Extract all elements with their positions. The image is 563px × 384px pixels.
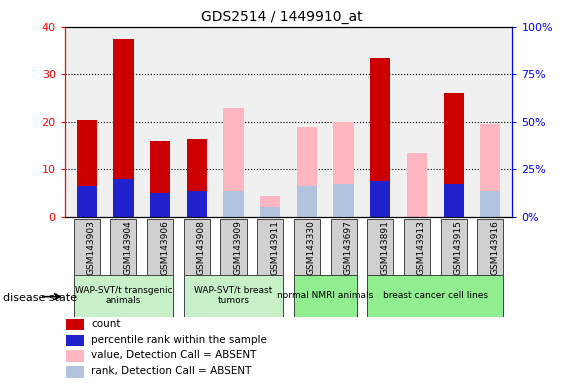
Bar [260, 207, 280, 217]
Text: GSM143697: GSM143697 [343, 220, 352, 275]
FancyBboxPatch shape [367, 275, 503, 317]
Bar [66, 334, 83, 346]
Bar [224, 191, 244, 217]
Bar [297, 127, 317, 217]
Bar [187, 139, 207, 217]
Bar [444, 184, 464, 217]
Text: GSM143916: GSM143916 [490, 220, 499, 275]
Bar [113, 39, 133, 217]
Text: GSM143904: GSM143904 [123, 220, 132, 275]
Text: percentile rank within the sample: percentile rank within the sample [91, 334, 267, 344]
Text: GSM143915: GSM143915 [454, 220, 463, 275]
Bar [150, 141, 170, 217]
FancyBboxPatch shape [74, 275, 173, 317]
FancyBboxPatch shape [367, 219, 394, 275]
Text: disease state: disease state [3, 293, 77, 303]
Bar [66, 319, 83, 330]
FancyBboxPatch shape [221, 219, 247, 275]
Bar [480, 191, 501, 217]
Text: GSM143330: GSM143330 [307, 220, 316, 275]
Text: GSM143911: GSM143911 [270, 220, 279, 275]
Text: GSM143913: GSM143913 [417, 220, 426, 275]
Bar [444, 93, 464, 217]
Bar [77, 119, 97, 217]
FancyBboxPatch shape [184, 275, 283, 317]
FancyBboxPatch shape [147, 219, 173, 275]
Text: normal NMRI animals: normal NMRI animals [277, 291, 373, 300]
Bar [66, 366, 83, 377]
FancyBboxPatch shape [294, 275, 356, 317]
Bar [224, 108, 244, 217]
Text: GSM143908: GSM143908 [197, 220, 206, 275]
Text: breast cancer cell lines: breast cancer cell lines [383, 291, 488, 300]
Text: WAP-SVT/t breast
tumors: WAP-SVT/t breast tumors [194, 286, 272, 305]
Text: GSM143903: GSM143903 [87, 220, 96, 275]
Bar [444, 184, 464, 217]
Bar [113, 179, 133, 217]
Bar [370, 58, 390, 217]
Text: rank, Detection Call = ABSENT: rank, Detection Call = ABSENT [91, 366, 251, 376]
Bar [480, 124, 501, 217]
Bar [77, 186, 97, 217]
Bar [333, 184, 354, 217]
Bar [66, 350, 83, 362]
Text: GSM143909: GSM143909 [234, 220, 243, 275]
Bar [370, 181, 390, 217]
Text: GSM143891: GSM143891 [380, 220, 389, 275]
FancyBboxPatch shape [477, 219, 503, 275]
Bar [297, 186, 317, 217]
Bar [407, 153, 427, 217]
FancyBboxPatch shape [330, 219, 356, 275]
Text: GSM143906: GSM143906 [160, 220, 169, 275]
Bar [333, 122, 354, 217]
Text: GDS2514 / 1449910_at: GDS2514 / 1449910_at [200, 10, 363, 23]
FancyBboxPatch shape [110, 219, 136, 275]
FancyBboxPatch shape [257, 219, 283, 275]
FancyBboxPatch shape [74, 219, 100, 275]
FancyBboxPatch shape [294, 219, 320, 275]
Text: count: count [91, 319, 120, 329]
FancyBboxPatch shape [184, 219, 210, 275]
Bar [187, 191, 207, 217]
Text: value, Detection Call = ABSENT: value, Detection Call = ABSENT [91, 351, 256, 361]
Text: WAP-SVT/t transgenic
animals: WAP-SVT/t transgenic animals [75, 286, 172, 305]
Bar [260, 195, 280, 217]
FancyBboxPatch shape [441, 219, 467, 275]
Bar [150, 193, 170, 217]
FancyBboxPatch shape [404, 219, 430, 275]
